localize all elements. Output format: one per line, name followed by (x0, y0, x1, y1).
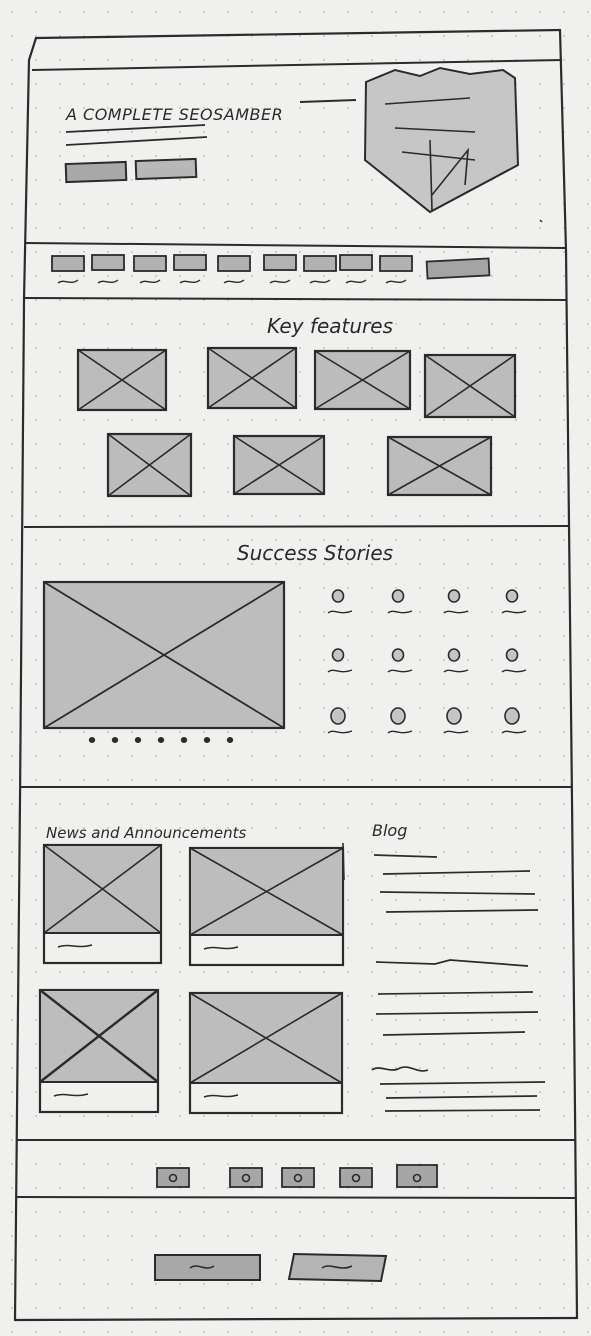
feature-card-5 (106, 432, 193, 498)
client-logo (501, 589, 527, 614)
nav-cta-button[interactable] (425, 257, 491, 280)
blog-post-lines (371, 854, 546, 1112)
nav-item-2[interactable] (91, 254, 125, 284)
story-image-placeholder (42, 580, 286, 730)
nav-item-7[interactable] (303, 255, 337, 284)
client-logo (501, 648, 527, 673)
news-title: News and Announcements (46, 824, 246, 842)
header-divider (31, 59, 563, 71)
client-logo (387, 589, 413, 614)
feature-card-4 (423, 353, 517, 419)
feature-card-6 (232, 434, 326, 496)
hero-image-placeholder (363, 66, 520, 214)
nav-item-6[interactable] (263, 254, 297, 284)
nav-divider (24, 297, 567, 301)
client-logo (387, 648, 413, 673)
feature-card-1 (76, 348, 168, 412)
client-logo (327, 648, 353, 673)
nav-bar (51, 254, 491, 284)
hero-subtext-lines (65, 124, 208, 146)
social-icon-2[interactable] (229, 1167, 263, 1188)
feature-card-7 (386, 435, 493, 497)
feature-card-3 (313, 349, 412, 411)
news-card-2[interactable] (188, 846, 345, 967)
carousel-dot[interactable] (134, 737, 142, 743)
nav-item-4[interactable] (173, 254, 207, 284)
social-divider (15, 1196, 577, 1199)
hero-primary-button[interactable] (64, 160, 128, 184)
section-dividers (15, 59, 577, 1199)
nav-item-8[interactable] (339, 254, 373, 284)
hero-section: A COMPLETE SEOSAMBER (64, 66, 543, 223)
client-logo (443, 589, 469, 614)
footer-button-1[interactable] (154, 1254, 261, 1281)
nav-item-3[interactable] (133, 255, 167, 284)
social-icon-5[interactable] (396, 1164, 438, 1188)
news-card-3[interactable] (38, 988, 160, 1114)
features-section: Key features (76, 314, 517, 498)
hero-headline: A COMPLETE SEOSAMBER (65, 105, 283, 124)
social-icon-3[interactable] (281, 1167, 315, 1188)
client-logo (443, 707, 469, 734)
carousel-dot[interactable] (180, 737, 188, 743)
footer-section (154, 1252, 388, 1283)
carousel-dot[interactable] (203, 737, 211, 743)
nav-item-5[interactable] (217, 255, 251, 284)
blog-section: Blog (371, 821, 546, 1112)
carousel-dot[interactable] (226, 737, 234, 743)
hero-secondary-button[interactable] (134, 157, 198, 181)
feature-card-2 (206, 346, 298, 410)
hero-divider (25, 242, 567, 249)
social-icon-4[interactable] (339, 1167, 373, 1188)
social-icon-1[interactable] (156, 1167, 190, 1188)
features-divider (23, 525, 571, 528)
nav-item-1[interactable] (51, 255, 85, 284)
stories-section: Success Stories (42, 541, 527, 743)
social-section (156, 1164, 438, 1188)
stories-title: Success Stories (237, 541, 393, 565)
page-frame (13, 28, 579, 1322)
blog-title: Blog (372, 821, 407, 840)
news-card-1[interactable] (42, 843, 163, 965)
client-logo (327, 589, 353, 614)
carousel-dot[interactable] (88, 737, 96, 743)
carousel-dot[interactable] (111, 737, 119, 743)
carousel-dot[interactable] (157, 737, 165, 743)
client-logo (387, 707, 413, 734)
nav-item-9[interactable] (379, 255, 413, 284)
client-logo (501, 707, 527, 734)
news-section: News and Announcements (38, 824, 345, 1115)
features-title: Key features (267, 314, 393, 338)
client-logo (327, 707, 353, 734)
client-logo (443, 648, 469, 673)
news-card-4[interactable] (188, 991, 344, 1115)
